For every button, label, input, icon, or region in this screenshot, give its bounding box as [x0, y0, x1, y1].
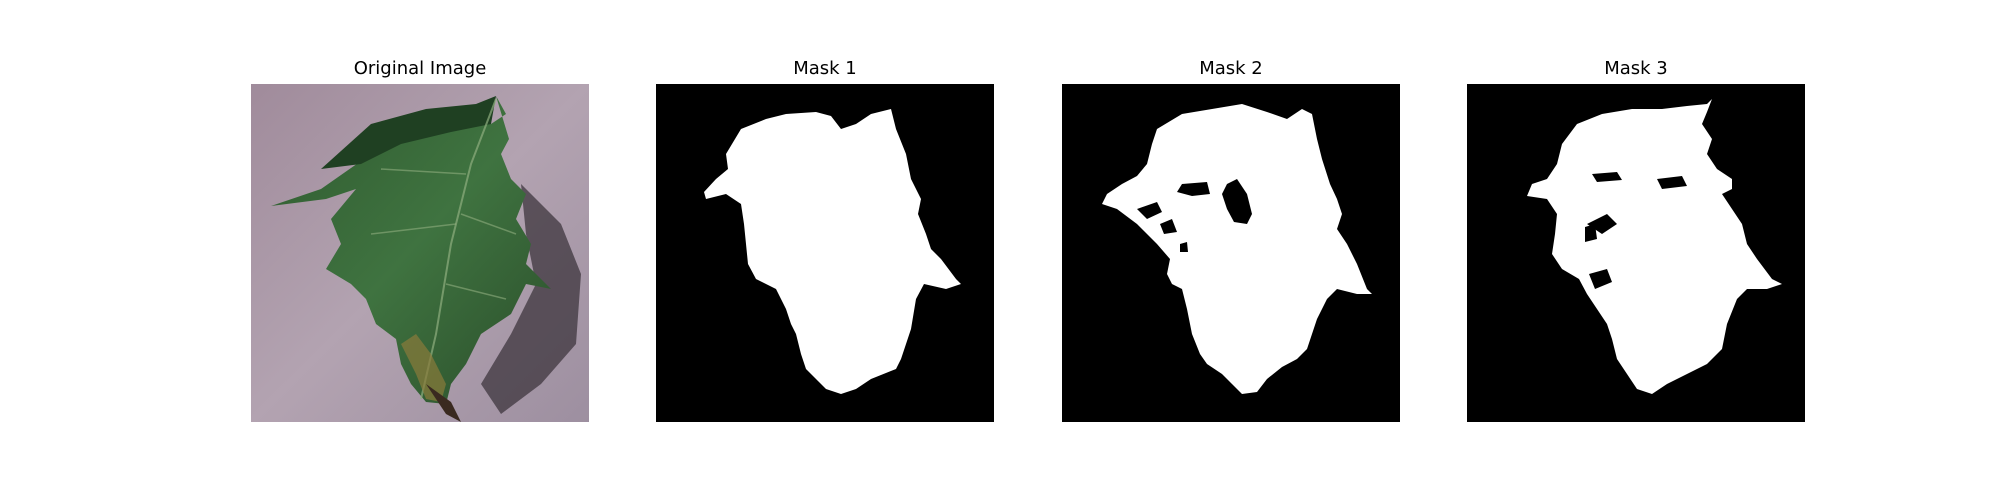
- mask-2-panel: Mask 2: [1062, 0, 1400, 500]
- original-leaf-photo: [251, 84, 589, 422]
- mask-1-image: [656, 84, 994, 422]
- mask-2-title: Mask 2: [1199, 58, 1263, 79]
- mask-1-panel: Mask 1: [656, 0, 994, 500]
- mask-3-image: [1467, 84, 1805, 422]
- mask-3-panel: Mask 3: [1467, 0, 1805, 500]
- original-image-title: Original Image: [353, 58, 487, 79]
- original-image-panel: Original Image: [251, 0, 589, 500]
- mask-2-image: [1062, 84, 1400, 422]
- mask-3-title: Mask 3: [1604, 58, 1668, 79]
- mask-1-title: Mask 1: [793, 58, 857, 79]
